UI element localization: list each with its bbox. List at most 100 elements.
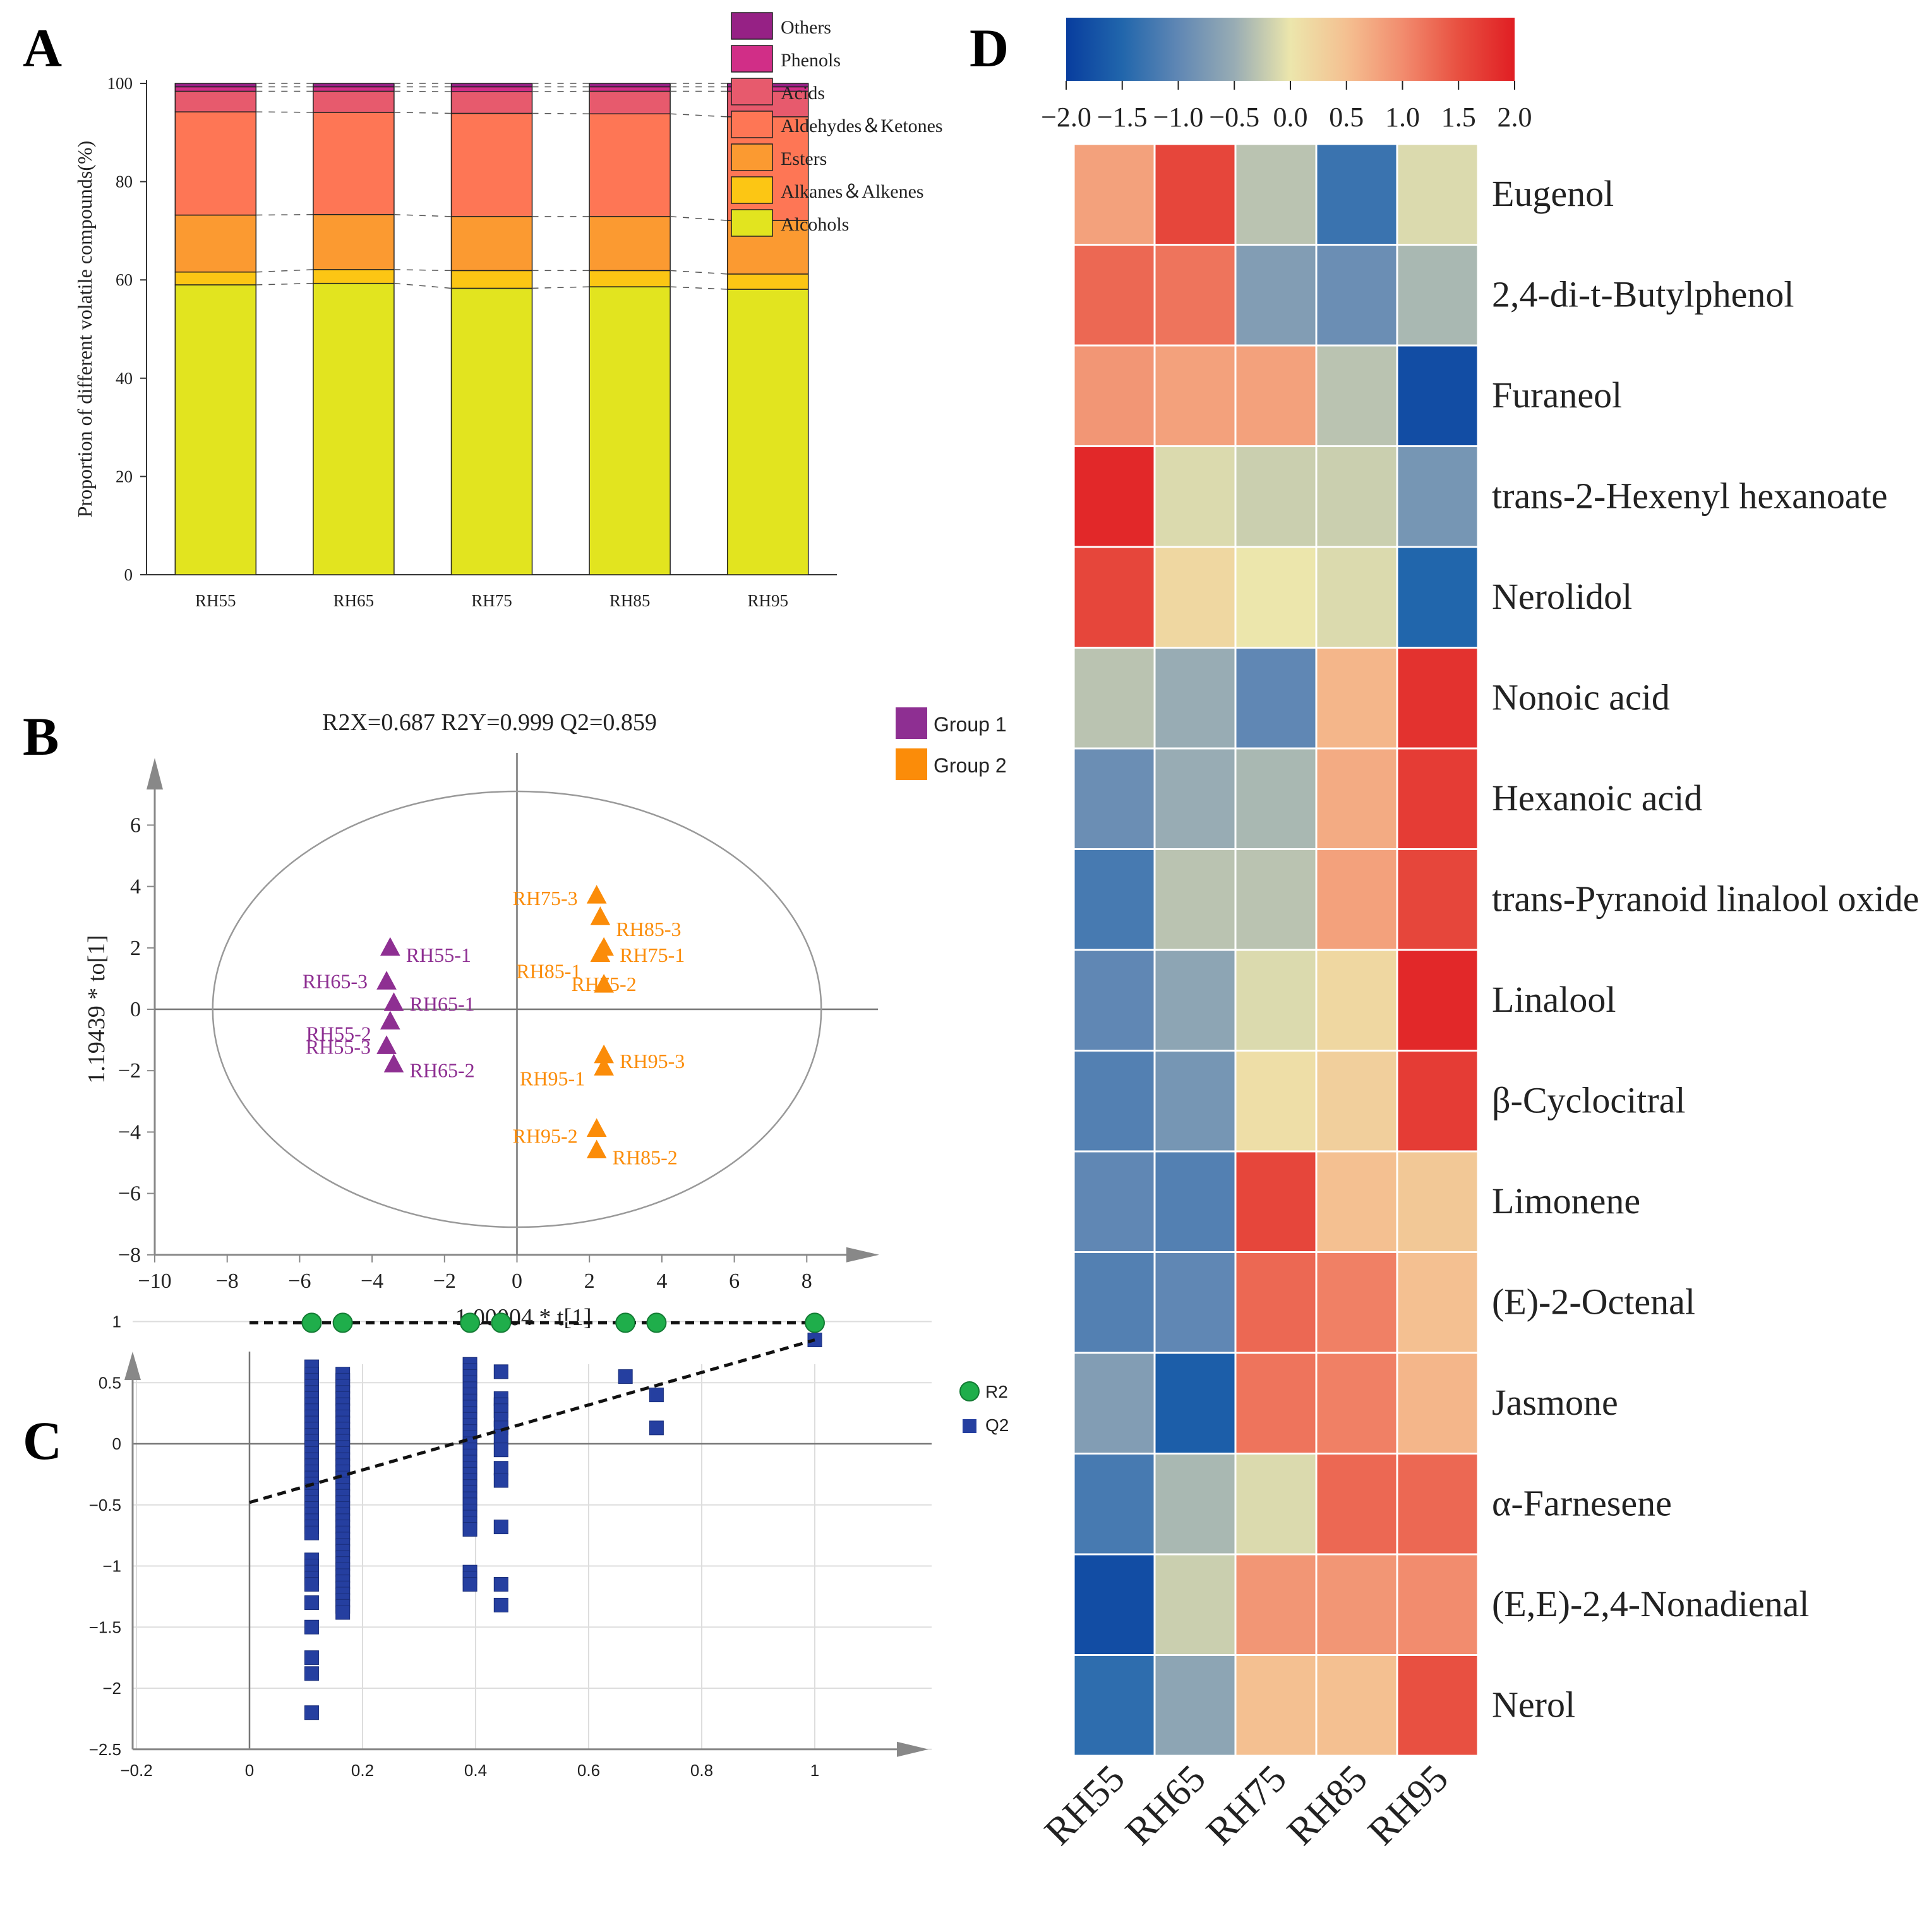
y-tick-label: 4 — [130, 875, 141, 899]
heatmap-cell — [1153, 1251, 1237, 1354]
colorbar-tick-label: 0.0 — [1273, 102, 1308, 133]
heatmap-cell — [1315, 1352, 1398, 1455]
x-tick-label: 0.4 — [464, 1761, 487, 1780]
heatmap-cell — [1153, 244, 1237, 347]
point-rh65-1 — [383, 992, 404, 1011]
legend-r2-marker — [959, 1381, 980, 1401]
bar-RH85-aldehydes-ketones — [589, 113, 671, 217]
bar-connector — [393, 269, 452, 272]
point-label: RH75-2 — [572, 973, 637, 995]
heatmap-cell — [1234, 647, 1318, 750]
colorbar-tick-label: −0.5 — [1209, 102, 1259, 133]
bar-RH55-acids — [174, 90, 257, 112]
r2-point — [805, 1312, 825, 1333]
q2-point — [304, 1619, 319, 1635]
legend-label: Group 2 — [934, 754, 1007, 777]
heatmap-cell — [1072, 1553, 1156, 1656]
heatmap-cell — [1072, 1050, 1156, 1153]
heatmap-cell — [1396, 1453, 1479, 1556]
heatmap-cell — [1234, 244, 1318, 347]
panel-c-letter: C — [23, 1410, 62, 1471]
bar-RH55-esters — [174, 214, 257, 273]
y-tick-label: 80 — [116, 172, 133, 191]
bar-RH55-others — [174, 83, 257, 88]
q2-point — [304, 1525, 319, 1540]
x-tick-label: −0.2 — [120, 1761, 152, 1780]
q2-point — [493, 1520, 508, 1535]
x-tick-label: RH85 — [610, 591, 651, 610]
y-axis-title: Proportion of different volatile compoun… — [73, 141, 96, 518]
bar-connector — [670, 113, 728, 117]
y-tick-label: 20 — [116, 467, 133, 486]
x-tick-label: −10 — [138, 1269, 171, 1293]
bar-connector — [393, 282, 452, 289]
bar-RH95-alcohols — [726, 289, 809, 575]
legend-swatch — [731, 12, 773, 40]
heatmap-cell — [1234, 848, 1318, 951]
point-rh55-1 — [380, 937, 400, 956]
heatmap-cell — [1234, 1251, 1318, 1354]
q2-point — [618, 1369, 633, 1384]
legend-label: Aldehydes＆Ketones — [781, 116, 943, 136]
heatmap-cell — [1234, 1453, 1318, 1556]
r2-point — [615, 1312, 636, 1333]
bar-RH55-alkanes-alkenes — [174, 272, 257, 285]
legend-label: Alkanes＆Alkenes — [781, 181, 924, 202]
point-label: RH75-1 — [620, 944, 685, 966]
heatmap-cell — [1234, 344, 1318, 447]
heatmap-cell — [1234, 1150, 1318, 1253]
heatmap-cell — [1315, 1150, 1398, 1253]
point-label: RH95-1 — [520, 1067, 585, 1089]
heatmap-cell — [1396, 1251, 1479, 1354]
heatmap-cell — [1396, 1150, 1479, 1253]
legend-swatch — [731, 111, 773, 138]
heatmap-cell — [1396, 1553, 1479, 1656]
bar-RH85-alkanes-alkenes — [589, 270, 671, 287]
column-label: RH85 — [1279, 1757, 1376, 1854]
bar-connector — [532, 90, 590, 92]
x-tick-label: −6 — [288, 1269, 311, 1293]
y-tick-label: −0.5 — [89, 1496, 121, 1515]
heatmap-cell — [1072, 747, 1156, 850]
point-label: RH95-3 — [620, 1050, 685, 1072]
q2-point — [493, 1577, 508, 1592]
panel-b-letter: B — [23, 706, 59, 767]
row-label: Nerolidol — [1492, 576, 1632, 617]
heatmap-cell — [1396, 1352, 1479, 1455]
heatmap-cell — [1153, 647, 1237, 750]
heatmap-cell — [1153, 848, 1237, 951]
row-label: (E)-2-Octenal — [1492, 1281, 1695, 1322]
heatmap-cell — [1153, 1553, 1237, 1656]
y-tick-label: −2.5 — [89, 1740, 121, 1759]
row-label: (E,E)-2,4-Nonadienal — [1492, 1583, 1809, 1624]
heatmap-cell — [1396, 344, 1479, 447]
point-label: RH55-1 — [406, 944, 471, 966]
point-rh75-2 — [594, 974, 614, 993]
heatmap-cell — [1396, 747, 1479, 850]
row-label: Jasmone — [1492, 1382, 1618, 1423]
q2-point — [493, 1461, 508, 1476]
plot-title: R2X=0.687 R2Y=0.999 Q2=0.859 — [322, 709, 657, 736]
heatmap-cell — [1153, 1352, 1237, 1455]
bar-RH75-alcohols — [450, 287, 533, 575]
q2-point — [493, 1473, 508, 1488]
row-label: α-Farnesene — [1492, 1482, 1672, 1523]
heatmap-cell — [1153, 1050, 1237, 1153]
heatmap-cell — [1072, 244, 1156, 347]
heatmap-cell — [1153, 1150, 1237, 1253]
y-tick-label: −1.5 — [89, 1617, 121, 1636]
legend-label: Group 1 — [934, 713, 1007, 736]
heatmap-cell — [1315, 1654, 1398, 1757]
bar-RH55-alcohols — [174, 284, 257, 575]
y-tick-label: 100 — [107, 74, 133, 93]
y-tick-label: 1 — [112, 1312, 121, 1331]
heatmap-cell — [1153, 1453, 1237, 1556]
point-rh95-1 — [594, 1057, 614, 1076]
row-label: Nerol — [1492, 1684, 1575, 1725]
heatmap-cell — [1072, 848, 1156, 951]
legend-label: Esters — [781, 148, 827, 169]
bar-connector — [532, 286, 590, 289]
bar-RH75-phenols — [450, 86, 533, 92]
x-axis-arrow-icon — [846, 1247, 879, 1263]
panel-c-permutation-plot: −2.5 −2 −1.5 −1 −0.5 0 0.5 1 −0.2 0 0.2 0.4 0.6 0.8 1 R… — [89, 1312, 1009, 1780]
